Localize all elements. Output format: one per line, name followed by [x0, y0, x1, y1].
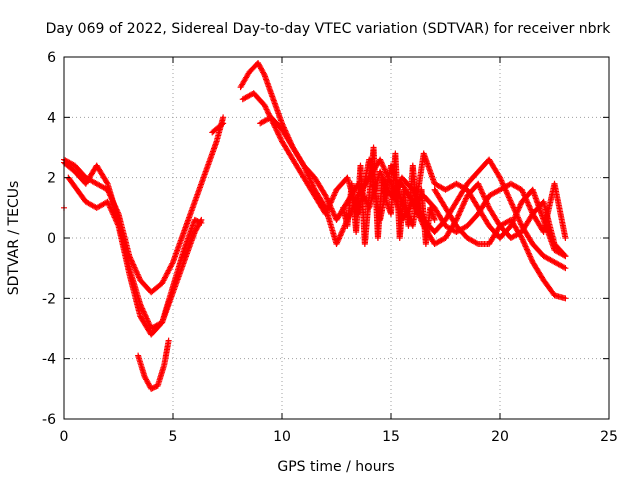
data-point — [277, 135, 284, 142]
data-point — [562, 253, 569, 260]
chart-title: Day 069 of 2022, Sidereal Day-to-day VTE… — [46, 21, 612, 37]
data-point — [562, 235, 569, 241]
data-point — [198, 219, 205, 226]
data-series — [61, 60, 569, 392]
data-point — [263, 106, 270, 113]
data-point — [260, 70, 267, 77]
y-tick-label: 4 — [47, 110, 56, 126]
x-tick-label: 15 — [382, 429, 400, 445]
data-point — [195, 218, 202, 225]
x-tick-label: 25 — [600, 429, 618, 445]
data-point — [321, 203, 328, 210]
series-track-f — [237, 60, 569, 272]
data-point — [262, 103, 269, 110]
series-track-e — [209, 120, 227, 136]
series-track-d — [135, 337, 172, 392]
x-tick-label: 20 — [491, 429, 509, 445]
axis-ticks: 0 5 10 15 20 25 -6 -4 -2 0 2 4 6 — [42, 50, 618, 445]
data-point — [275, 131, 282, 138]
data-point — [272, 125, 279, 132]
x-tick-label: 0 — [60, 429, 69, 445]
data-point — [265, 110, 272, 117]
y-tick-label: -4 — [42, 352, 56, 368]
data-point — [150, 384, 157, 391]
data-point — [194, 218, 201, 225]
data-point — [473, 240, 480, 247]
data-point — [165, 337, 172, 344]
data-point — [191, 216, 198, 223]
x-tick-label: 10 — [273, 429, 291, 445]
data-point — [193, 217, 200, 224]
data-point — [103, 179, 110, 186]
data-point — [431, 216, 438, 223]
data-point — [276, 134, 283, 141]
data-point — [218, 121, 225, 128]
data-point — [197, 219, 204, 226]
series-scatter-cloud — [340, 144, 438, 248]
data-point — [261, 102, 268, 109]
y-tick-label: -6 — [42, 412, 56, 428]
x-axis-label: GPS time / hours — [277, 459, 394, 475]
data-point — [220, 120, 227, 127]
data-point — [262, 105, 269, 112]
data-point — [274, 128, 281, 135]
data-point — [276, 132, 283, 139]
y-axis-label: SDTVAR / TECUs — [6, 181, 22, 296]
series-track-i — [431, 186, 569, 302]
y-tick-label: 2 — [47, 171, 56, 187]
data-point — [561, 252, 568, 259]
data-point — [562, 295, 569, 302]
data-point — [274, 130, 281, 137]
series-track-c — [65, 174, 205, 338]
y-tick-label: 6 — [47, 50, 56, 66]
data-point — [148, 385, 155, 392]
data-point — [152, 384, 159, 391]
data-point — [264, 109, 271, 116]
series-track-a — [61, 114, 227, 296]
data-point — [149, 385, 156, 392]
data-point — [273, 127, 280, 134]
data-point — [220, 114, 227, 121]
data-point — [264, 107, 271, 114]
data-point — [561, 264, 568, 271]
y-tick-label: 0 — [47, 231, 56, 247]
x-tick-label: 5 — [169, 429, 178, 445]
y-tick-label: -2 — [42, 291, 56, 307]
data-point — [562, 265, 569, 272]
